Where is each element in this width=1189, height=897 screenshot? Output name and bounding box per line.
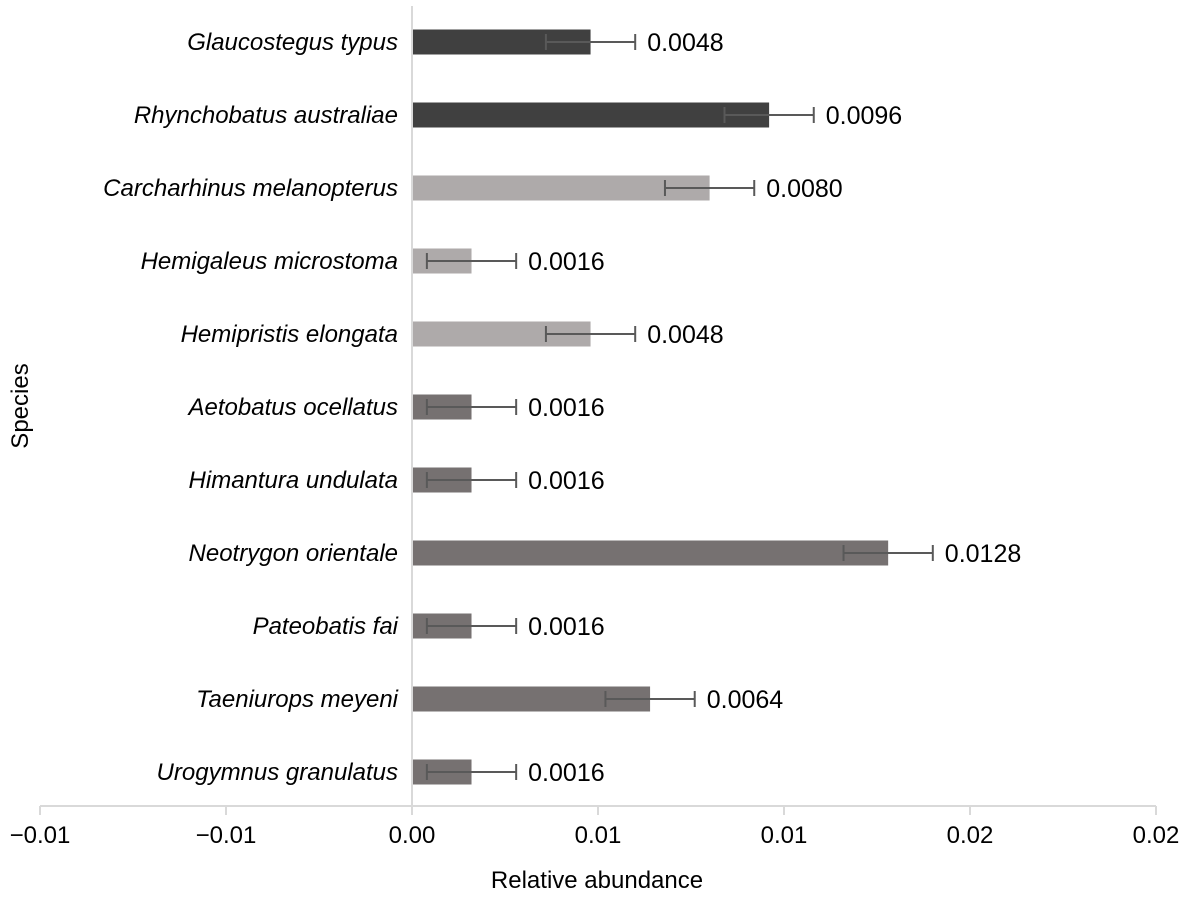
bar <box>412 540 889 566</box>
data-label: 0.0016 <box>528 248 604 276</box>
category-label: Carcharhinus melanopterus <box>103 175 398 202</box>
data-label: 0.0016 <box>528 394 604 422</box>
category-labels: Glaucostegus typus Rhynchobatus australia… <box>103 29 398 786</box>
data-label: 0.0080 <box>766 175 842 203</box>
category-label: Hemigaleus microstoma <box>141 248 398 275</box>
y-axis-title: Species <box>7 363 34 448</box>
x-axis-title: Relative abundance <box>491 867 703 894</box>
bars <box>412 29 889 785</box>
category-label: Aetobatus ocellatus <box>187 394 398 421</box>
category-label: Hemipristis elongata <box>181 321 398 348</box>
category-label: Urogymnus granulatus <box>157 759 398 786</box>
category-label: Himantura undulata <box>189 467 398 494</box>
data-label: 0.0016 <box>528 613 604 641</box>
x-tick-label: 0.00 <box>389 822 436 849</box>
x-tick-label: 0.02 <box>947 822 994 849</box>
category-label: Taeniurops meyeni <box>196 686 399 713</box>
data-label: 0.0016 <box>528 759 604 787</box>
data-labels: 0.0048 0.0096 0.0080 0.0016 0.0048 0.0016 0.00… <box>528 29 1021 787</box>
data-label: 0.0128 <box>945 540 1021 568</box>
x-tick-label: −0.01 <box>196 822 257 849</box>
data-label: 0.0096 <box>826 102 902 130</box>
data-label: 0.0048 <box>647 29 723 57</box>
data-label: 0.0048 <box>647 321 723 349</box>
error-bars <box>425 34 934 780</box>
x-ticks: −0.01 −0.01 0.00 0.01 0.01 0.02 0.02 <box>10 806 1180 849</box>
x-tick-label: 0.02 <box>1133 822 1180 849</box>
category-label: Neotrygon orientale <box>189 540 398 567</box>
category-label: Rhynchobatus australiae <box>134 102 398 129</box>
bar <box>412 175 710 201</box>
bar <box>412 102 770 128</box>
x-tick-label: 0.01 <box>575 822 622 849</box>
category-label: Glaucostegus typus <box>187 29 398 56</box>
data-label: 0.0064 <box>707 686 784 714</box>
data-label: 0.0016 <box>528 467 604 495</box>
category-label: Pateobatis fai <box>253 613 399 640</box>
x-tick-label: −0.01 <box>10 822 71 849</box>
x-tick-label: 0.01 <box>761 822 808 849</box>
